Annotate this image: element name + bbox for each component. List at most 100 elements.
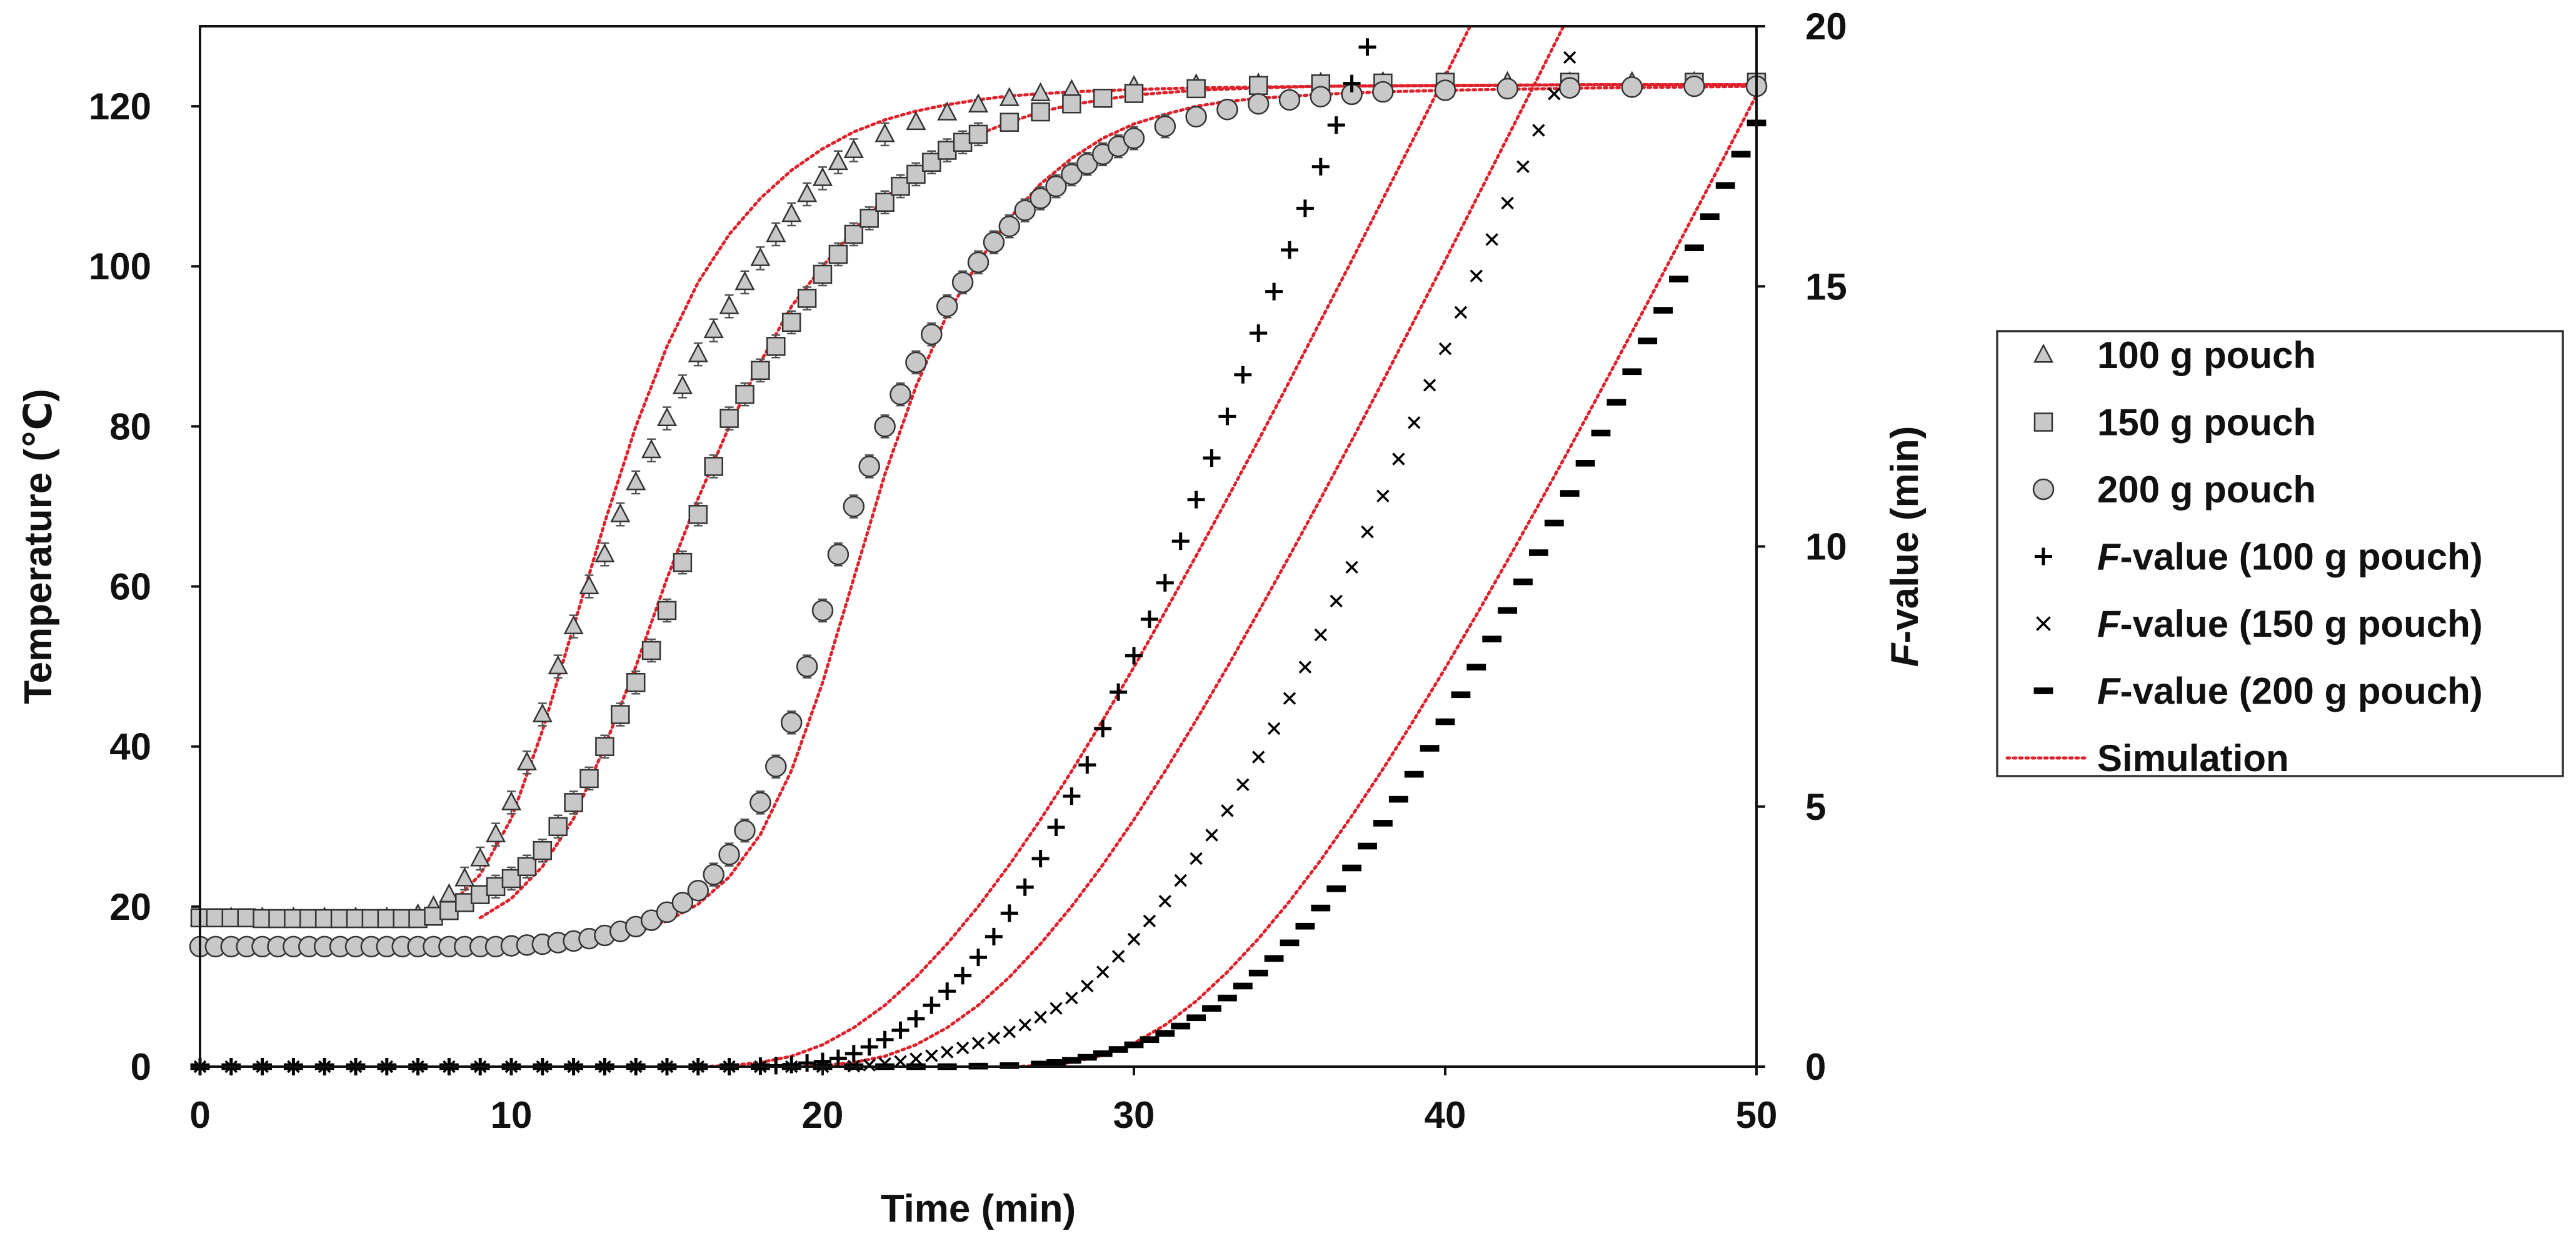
data-point	[970, 949, 987, 967]
data-point	[1000, 904, 1018, 922]
data-point	[1529, 549, 1548, 556]
data-point	[1685, 244, 1704, 251]
data-point	[1392, 452, 1405, 466]
data-point	[1077, 1054, 1097, 1061]
x-axis-title: Time (min)	[881, 1187, 1076, 1230]
data-point	[361, 909, 381, 929]
data-point	[703, 864, 724, 885]
data-point	[1407, 416, 1421, 429]
data-point	[1143, 914, 1156, 928]
y-left-tick-label: 120	[89, 86, 151, 127]
series-200-g-pouch	[189, 75, 1768, 958]
data-point	[1108, 1046, 1128, 1053]
data-point	[517, 857, 537, 877]
data-point	[1171, 1022, 1191, 1030]
data-point	[1482, 635, 1502, 643]
data-point	[1034, 1010, 1047, 1024]
y-right-tick-label: 15	[1805, 266, 1847, 307]
data-point	[1265, 282, 1283, 301]
legend-label-text: 150 g pouch	[2097, 402, 2316, 444]
data-point	[718, 844, 740, 865]
data-point	[1081, 979, 1094, 993]
data-point	[1373, 820, 1393, 827]
legend-item: F-value (200 g pouch)	[2033, 670, 2483, 712]
data-point	[1218, 407, 1236, 426]
data-point	[594, 543, 615, 562]
data-point	[1516, 160, 1530, 174]
data-point	[983, 231, 1005, 254]
data-point	[1310, 86, 1332, 107]
data-point	[1280, 939, 1300, 947]
data-point	[688, 505, 708, 524]
data-point	[548, 655, 568, 675]
legend-label-text: -value (100 g pouch)	[2120, 536, 2483, 578]
data-point	[999, 87, 1020, 106]
data-point	[1251, 750, 1265, 764]
data-point	[1156, 574, 1174, 592]
data-point	[284, 909, 303, 929]
data-point	[548, 817, 568, 837]
data-point	[1155, 1030, 1175, 1037]
data-point	[1186, 79, 1206, 99]
data-point	[797, 289, 817, 308]
data-point	[907, 1010, 925, 1028]
data-point	[844, 224, 864, 244]
data-point	[673, 552, 693, 572]
data-point	[828, 244, 848, 264]
data-point	[516, 751, 537, 770]
x-tick-label: 20	[802, 1094, 844, 1136]
x-tick-label: 40	[1425, 1094, 1466, 1136]
data-point	[719, 409, 739, 428]
data-point	[1298, 660, 1312, 674]
data-point	[1470, 269, 1483, 282]
data-point	[1575, 459, 1595, 467]
data-point	[1423, 379, 1436, 392]
data-point	[1372, 81, 1394, 103]
data-point	[1250, 324, 1268, 342]
data-point	[1124, 84, 1144, 103]
legend-label-italic: F	[2097, 603, 2121, 645]
data-point	[828, 151, 848, 171]
simulation-curve-5	[789, 24, 1565, 1069]
data-point	[1326, 885, 1346, 892]
data-point	[734, 271, 755, 291]
data-point	[875, 122, 895, 142]
data-point	[910, 1052, 923, 1065]
data-point	[765, 755, 787, 777]
y-right-axis-title-rest: -value (min)	[1883, 426, 1927, 644]
data-point	[1111, 950, 1125, 963]
data-point	[657, 601, 677, 620]
data-point	[532, 703, 553, 722]
data-point	[1683, 75, 1705, 97]
data-point	[1031, 1060, 1050, 1068]
data-point	[940, 1045, 954, 1059]
data-point	[938, 982, 956, 1000]
data-point	[858, 456, 880, 477]
data-point	[455, 893, 474, 912]
data-point	[1221, 804, 1234, 817]
data-point	[1205, 829, 1218, 842]
data-point	[1361, 525, 1374, 539]
data-point	[998, 215, 1021, 237]
data-point	[1548, 87, 1561, 101]
x-tick-label: 50	[1736, 1094, 1778, 1136]
y-left-tick-label: 0	[131, 1046, 151, 1088]
data-point	[1563, 51, 1576, 64]
data-point	[797, 182, 818, 202]
y-right-tick-label: 5	[1805, 786, 1826, 828]
data-point	[843, 496, 865, 517]
data-point	[1451, 691, 1471, 699]
legend-label: F-value (150 g pouch)	[2097, 603, 2483, 645]
data-point	[951, 271, 974, 294]
data-point	[860, 1038, 878, 1056]
data-point	[703, 319, 724, 339]
data-point	[1127, 932, 1141, 946]
data-point	[1267, 722, 1281, 735]
data-point	[1496, 77, 1518, 100]
data-point	[656, 901, 678, 924]
data-point	[1264, 955, 1284, 962]
data-point	[1236, 778, 1250, 792]
data-point	[1420, 745, 1440, 752]
y-left-axis-title: Temperature (℃)	[17, 389, 60, 704]
data-point	[470, 885, 490, 904]
